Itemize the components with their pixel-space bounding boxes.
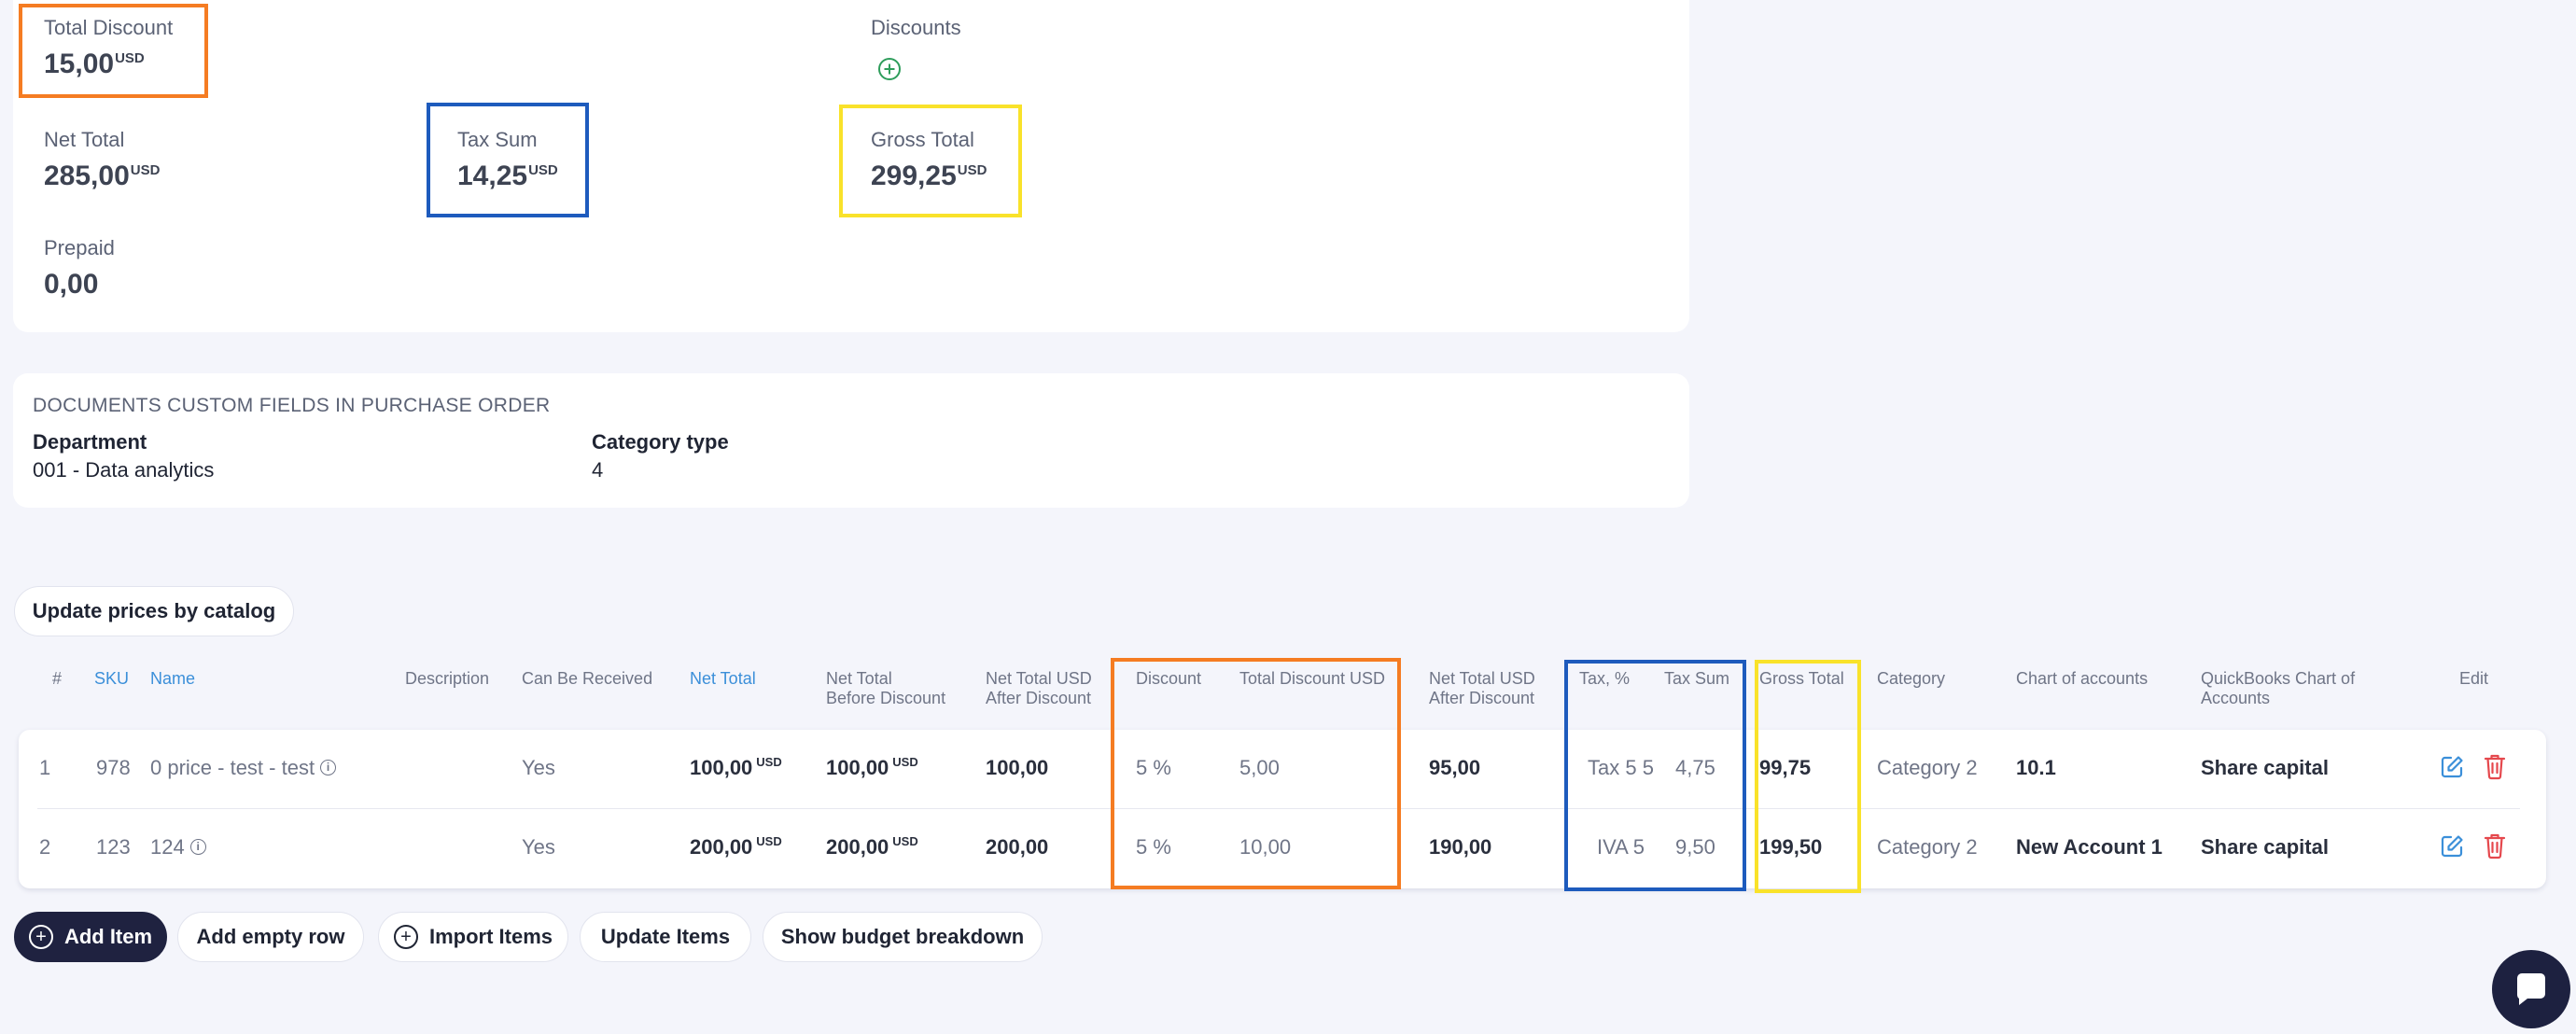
col-header-total-discount-usd: Total Discount USD xyxy=(1239,669,1386,688)
row-tax-name: Tax 5 5 xyxy=(1588,756,1654,779)
add-discount-icon[interactable] xyxy=(877,57,902,81)
col-header-tax-sum: Tax Sum xyxy=(1664,669,1730,688)
department-label: Department xyxy=(33,430,147,454)
row-tax-name: IVA 5 xyxy=(1597,835,1645,859)
plus-circle-icon: + xyxy=(28,925,53,949)
col-header-name[interactable]: Name xyxy=(150,669,196,688)
col-header-discount: Discount xyxy=(1136,669,1202,688)
row-net-total: 200,00 USD xyxy=(690,834,782,859)
row-name[interactable]: 124 i xyxy=(150,835,206,859)
custom-fields-card xyxy=(13,373,1689,508)
row-chart-of-accounts: New Account 1 xyxy=(2016,835,2163,859)
row-discount: 5 % xyxy=(1136,835,1171,859)
row-net-total-usd-after-discount: 200,00 xyxy=(986,835,1049,859)
info-icon[interactable]: i xyxy=(189,838,206,855)
row-quickbooks-chart: Share capital xyxy=(2201,756,2329,779)
row-can-be-received: Yes xyxy=(522,835,555,859)
row-gross-total: 199,50 xyxy=(1759,835,1823,859)
tax-columns-highlight xyxy=(1564,660,1746,891)
department-value: 001 - Data analytics xyxy=(33,458,215,482)
custom-fields-title: DOCUMENTS CUSTOM FIELDS IN PURCHASE ORDE… xyxy=(33,395,551,416)
row-chart-of-accounts: 10.1 xyxy=(2016,756,2056,779)
row-total-discount-usd: 5,00 xyxy=(1239,756,1280,779)
row-net-total-usd-after-discount-2: 190,00 xyxy=(1429,835,1492,859)
row-quickbooks-chart: Share capital xyxy=(2201,835,2329,859)
add-item-button[interactable]: + Add Item xyxy=(14,912,167,962)
col-header-can-be-received: Can Be Received xyxy=(522,669,653,688)
category-type-value: 4 xyxy=(592,458,604,482)
total-discount-label: Total Discount xyxy=(44,16,174,39)
row-net-total-before-discount: 200,00 USD xyxy=(826,834,918,859)
row-can-be-received: Yes xyxy=(522,756,555,779)
row-discount: 5 % xyxy=(1136,756,1171,779)
row-net-total: 100,00 USD xyxy=(690,755,782,779)
net-total-label: Net Total xyxy=(44,128,125,151)
col-header-num: # xyxy=(52,669,63,688)
edit-icon[interactable] xyxy=(2439,754,2465,780)
update-prices-button[interactable]: Update prices by catalog xyxy=(14,586,294,636)
update-items-button[interactable]: Update Items xyxy=(580,912,751,962)
total-discount-value: 15,00USD xyxy=(44,49,145,79)
discount-columns-highlight xyxy=(1111,658,1401,889)
col-header-category: Category xyxy=(1877,669,1946,688)
chat-button[interactable] xyxy=(2492,950,2570,1028)
row-net-total-before-discount: 100,00 USD xyxy=(826,755,918,779)
col-header-description: Description xyxy=(405,669,490,688)
gross-total-highlight xyxy=(839,105,1022,217)
add-empty-row-button[interactable]: Add empty row xyxy=(177,912,364,962)
row-num: 1 xyxy=(39,756,51,779)
category-type-label: Category type xyxy=(592,430,729,454)
total-discount-highlight xyxy=(19,4,208,98)
row-category: Category 2 xyxy=(1877,835,1978,859)
row-gross-total: 99,75 xyxy=(1759,756,1812,779)
col-header-sku[interactable]: SKU xyxy=(94,669,130,688)
col-header-net-total-before-discount: Net Total Before Discount xyxy=(826,669,946,707)
row-name[interactable]: 0 price - test - test i xyxy=(150,756,337,780)
col-header-net-total[interactable]: Net Total xyxy=(690,669,756,688)
row-sku: 123 xyxy=(96,835,131,859)
chat-icon xyxy=(2517,973,2545,1005)
prepaid-value: 0,00 xyxy=(44,269,99,300)
tax-sum-value: 14,25USD xyxy=(457,161,558,191)
gross-total-label: Gross Total xyxy=(871,128,974,151)
col-header-net-total-usd-after-discount: Net Total USD After Discount xyxy=(986,669,1092,707)
row-total-discount-usd: 10,00 xyxy=(1239,835,1292,859)
summary-card xyxy=(13,0,1689,332)
row-tax-sum: 9,50 xyxy=(1675,835,1715,859)
net-total-value: 285,00USD xyxy=(44,161,161,191)
prepaid-label: Prepaid xyxy=(44,236,115,259)
gross-total-value: 299,25USD xyxy=(871,161,987,191)
edit-icon[interactable] xyxy=(2439,833,2465,859)
row-sku: 978 xyxy=(96,756,131,779)
col-header-edit: Edit xyxy=(2459,669,2489,688)
discounts-label: Discounts xyxy=(871,16,961,39)
col-header-net-total-usd-after-discount-2: Net Total USD After Discount xyxy=(1429,669,1535,707)
row-net-total-usd-after-discount: 100,00 xyxy=(986,756,1049,779)
col-header-quickbooks-chart: QuickBooks Chart of Accounts xyxy=(2201,669,2356,707)
trash-icon[interactable] xyxy=(2483,831,2507,859)
col-header-tax-percent: Tax, % xyxy=(1579,669,1631,688)
row-num: 2 xyxy=(39,835,51,859)
gross-total-column-highlight xyxy=(1755,660,1861,893)
col-header-chart-of-accounts: Chart of accounts xyxy=(2016,669,2149,688)
row-divider xyxy=(37,808,2520,809)
tax-sum-highlight xyxy=(427,103,589,217)
plus-circle-icon: + xyxy=(393,925,418,949)
show-budget-breakdown-button[interactable]: Show budget breakdown xyxy=(763,912,1043,962)
col-header-gross-total: Gross Total xyxy=(1759,669,1844,688)
row-tax-sum: 4,75 xyxy=(1675,756,1715,779)
import-items-button[interactable]: + Import Items xyxy=(378,912,568,962)
items-table-body xyxy=(19,730,2546,888)
row-category: Category 2 xyxy=(1877,756,1978,779)
tax-sum-label: Tax Sum xyxy=(457,128,538,151)
info-icon[interactable]: i xyxy=(320,759,337,776)
row-net-total-usd-after-discount-2: 95,00 xyxy=(1429,756,1481,779)
trash-icon[interactable] xyxy=(2483,752,2507,780)
